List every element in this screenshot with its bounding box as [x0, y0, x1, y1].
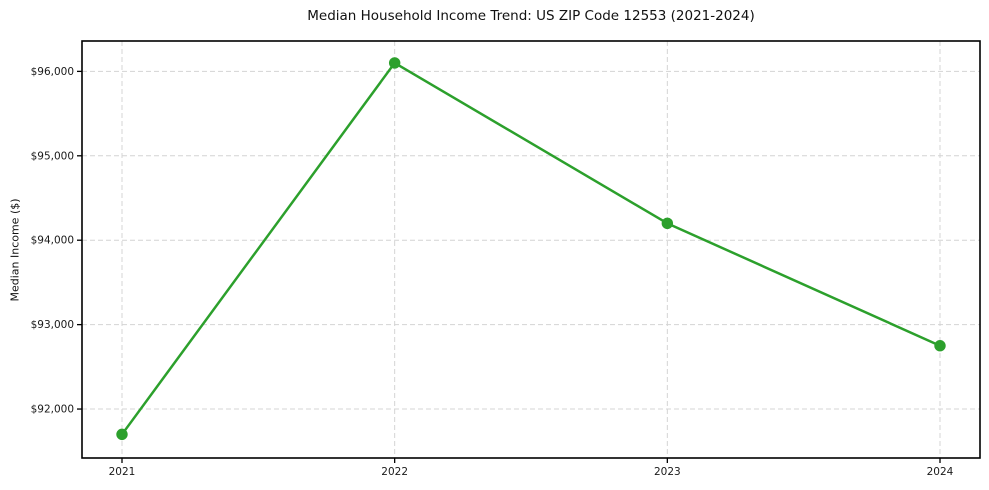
x-tick-label: 2024	[927, 466, 954, 478]
y-tick-label: $92,000	[31, 404, 74, 416]
y-tick-label: $95,000	[31, 150, 74, 162]
x-tick-label: 2022	[381, 466, 408, 478]
x-tick-label: 2023	[654, 466, 681, 478]
trend-line	[120, 61, 942, 436]
y-tick-label: $94,000	[31, 235, 74, 247]
data-point-marker	[661, 217, 674, 230]
data-point-marker	[934, 340, 946, 352]
plot-border	[81, 40, 981, 459]
data-point-marker	[116, 428, 128, 441]
y-tick-label: $93,000	[31, 319, 74, 331]
chart-title: Median Household Income Trend: US ZIP Co…	[307, 8, 755, 24]
data-point-marker	[388, 57, 401, 69]
x-tick-label: 2021	[109, 466, 136, 478]
y-tick-label: $96,000	[31, 66, 74, 78]
